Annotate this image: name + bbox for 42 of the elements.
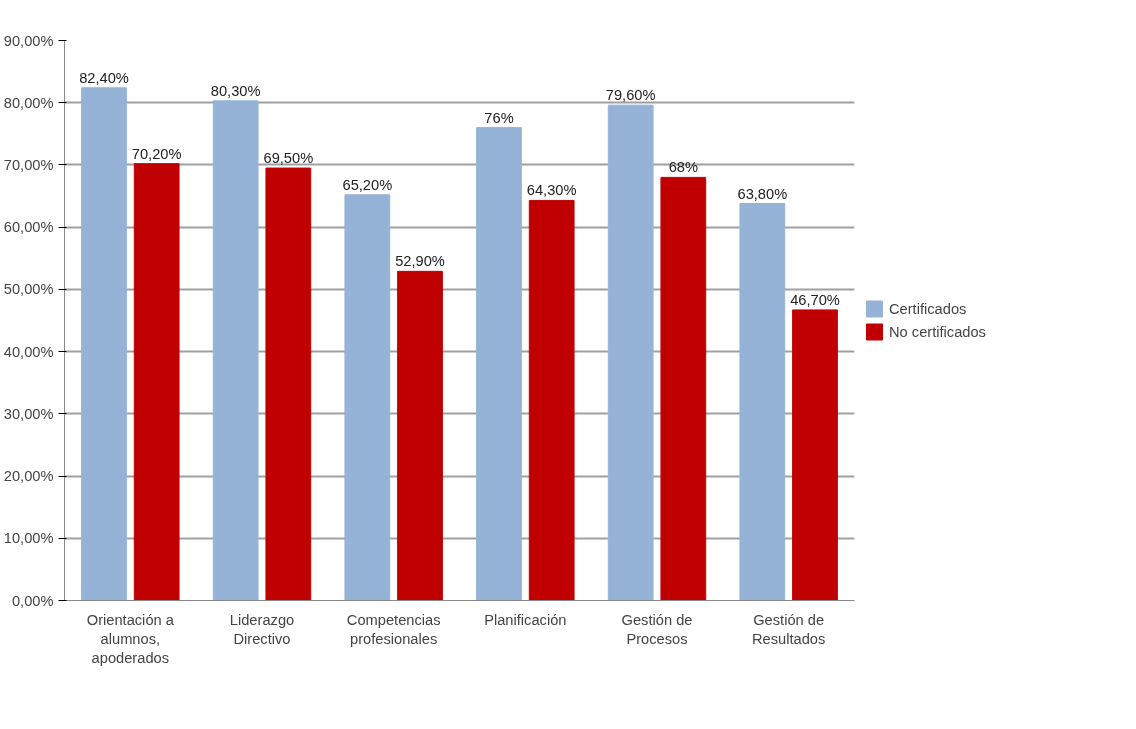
bar xyxy=(397,270,443,601)
data-label: 79,60% xyxy=(605,87,656,104)
bar xyxy=(528,199,575,601)
data-label: 69,50% xyxy=(263,150,314,167)
x-tick-label: Liderazgo Directivo xyxy=(229,611,295,647)
data-label: 68% xyxy=(668,159,699,176)
bar xyxy=(476,127,522,601)
data-label: 46,70% xyxy=(790,291,840,308)
data-label: 70,20% xyxy=(131,145,182,162)
legend-label: No certificados xyxy=(889,323,986,340)
y-tick-label: 30,00% xyxy=(3,405,54,422)
data-label: 82,40% xyxy=(79,69,129,86)
data-label: 65,20% xyxy=(342,176,393,193)
y-tick-label: 70,00% xyxy=(3,156,54,173)
bar xyxy=(81,87,127,601)
y-tick-label: 80,00% xyxy=(3,94,54,111)
bar xyxy=(739,203,786,601)
data-label: 80,30% xyxy=(210,82,261,99)
y-tick-label: 0,00% xyxy=(11,592,54,609)
bar xyxy=(265,167,312,601)
y-tick-label: 90,00% xyxy=(3,32,54,49)
x-tick-label: Planificación xyxy=(484,611,567,628)
x-tick-label: Gestión de Procesos xyxy=(621,611,693,647)
legend-label: Certificados xyxy=(889,300,967,317)
y-tick-label: 60,00% xyxy=(3,219,54,236)
x-tick-label: Orientación a alumnos, apoderados xyxy=(86,611,175,666)
y-tick-label: 10,00% xyxy=(3,530,54,547)
data-label: 52,90% xyxy=(395,253,445,270)
x-tick-label: Gestión de Resultados xyxy=(752,611,826,647)
bar xyxy=(344,194,391,601)
y-tick-label: 20,00% xyxy=(3,468,54,485)
y-tick-label: 50,00% xyxy=(3,281,54,298)
bar xyxy=(133,163,180,601)
bar xyxy=(792,309,838,601)
y-tick-label: 40,00% xyxy=(3,343,54,360)
data-label: 64,30% xyxy=(526,182,577,199)
x-tick-label: Competencias profesionales xyxy=(346,611,441,647)
bar xyxy=(660,176,707,601)
bar xyxy=(212,100,259,601)
data-label: 76% xyxy=(484,109,514,126)
data-label: 63,80% xyxy=(737,185,788,202)
bar xyxy=(607,104,654,601)
